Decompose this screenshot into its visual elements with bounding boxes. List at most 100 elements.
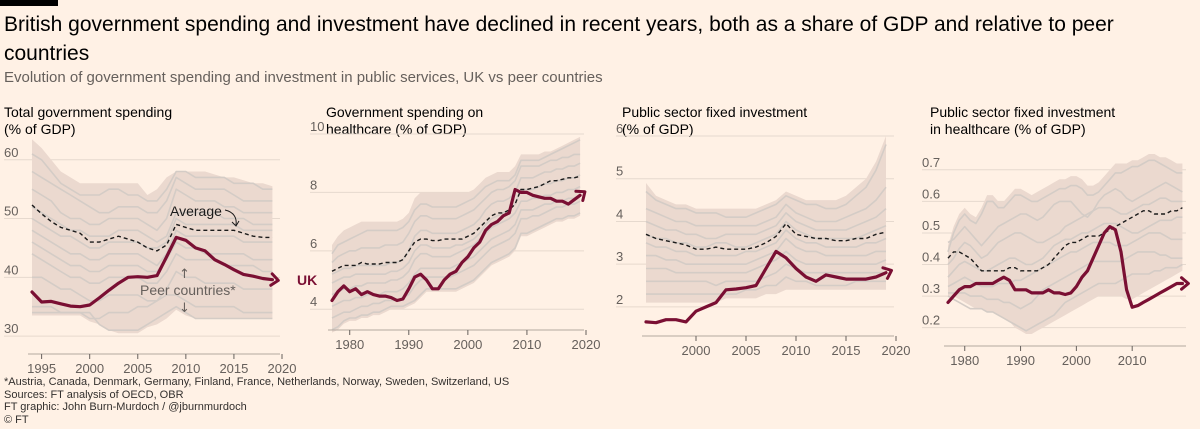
x-tick-label: 2015 xyxy=(219,361,248,376)
ft-brand-bar xyxy=(0,0,58,6)
uk-arrow-head xyxy=(269,272,280,287)
y-tick-label: 6 xyxy=(310,236,317,251)
y-tick-label: 0.2 xyxy=(922,313,940,328)
peer-country-line xyxy=(645,186,887,227)
average-line xyxy=(645,222,887,250)
x-tick-label: 1980 xyxy=(335,337,364,352)
panel-title: Government spending on healthcare (% of … xyxy=(326,104,484,137)
peer-range-band xyxy=(332,136,581,333)
x-tick-label: 2015 xyxy=(832,343,861,358)
peers-down-arrow: ↓ xyxy=(179,301,190,316)
y-tick-label: 0.5 xyxy=(922,218,940,233)
peer-country-line xyxy=(645,144,887,218)
peer-country-line xyxy=(646,237,886,265)
peer-country-line xyxy=(947,263,1183,332)
x-tick-label: 2000 xyxy=(75,361,104,376)
peer-country-line xyxy=(331,174,581,284)
y-tick-label: 6 xyxy=(616,121,623,136)
average-line xyxy=(31,204,273,252)
peer-country-line xyxy=(948,251,1183,310)
peer-country-line xyxy=(947,197,1183,266)
peer-country-line xyxy=(31,206,273,243)
footnote: *Austria, Canada, Denmark, Germany, Finl… xyxy=(4,376,510,388)
x-tick-label: 2000 xyxy=(1062,353,1091,368)
peer-country-line xyxy=(331,162,581,275)
x-tick-label: 2020 xyxy=(882,343,911,358)
panel-title: Total government spending (% of GDP) xyxy=(4,104,173,137)
peer-country-line xyxy=(646,276,886,295)
average-line xyxy=(331,175,581,272)
chart-svg: 0.2 0.3 0.4 0.5 0.6 0.7 1980 1990 2000 2010 xyxy=(922,154,1190,368)
x-tick-label: 2005 xyxy=(732,343,761,358)
x-tick-label: 1990 xyxy=(1006,353,1035,368)
chart-svg: 4 6 8 10 1980 1990 2000 2010 2020 xyxy=(310,119,601,352)
x-tick-label: 1990 xyxy=(394,337,423,352)
peer-country-line xyxy=(947,181,1183,247)
peer-country-line xyxy=(31,253,273,284)
uk-arrow-head xyxy=(881,266,893,280)
panel-fixed-investment: Public sector fixed investment (% of GDP… xyxy=(616,104,911,369)
peer-country-line xyxy=(331,200,581,319)
peer-country-line xyxy=(31,170,273,214)
y-tick-label: 3 xyxy=(616,249,623,264)
y-tick-label: 5 xyxy=(616,164,623,179)
chart-svg: 2 3 4 5 6 2000 2005 2010 2015 2020 xyxy=(616,121,911,358)
x-tick-label: 2005 xyxy=(123,361,152,376)
peer-range-band xyxy=(948,154,1183,334)
peer-country-line xyxy=(947,232,1183,288)
x-tick-label: 1980 xyxy=(950,353,979,368)
x-tick-label: 2010 xyxy=(171,361,200,376)
y-tick-label: 60 xyxy=(4,145,18,160)
sources: Sources: FT analysis of OECD, OBR xyxy=(4,388,184,401)
panel-total-spending: Total government spending (% of GDP) 30 4… xyxy=(4,104,317,376)
peer-country-line xyxy=(331,139,581,255)
peer-country-line xyxy=(947,159,1183,253)
y-tick-label: 4 xyxy=(310,294,317,309)
uk-arrow-head xyxy=(574,189,587,202)
uk-line xyxy=(30,235,274,309)
x-tick-label: 2020 xyxy=(572,337,601,352)
chart-svg: 30 40 50 60 1995 2000 2005 2010 2015 2020 Average U… xyxy=(4,139,317,376)
peer-country-line xyxy=(646,250,887,274)
peer-country-line xyxy=(31,153,273,202)
x-tick-label: 2010 xyxy=(782,343,811,358)
peer-country-line xyxy=(31,229,273,267)
y-tick-label: 4 xyxy=(616,206,623,221)
panel-health-investment: Public sector fixed investment in health… xyxy=(922,104,1192,369)
uk-line xyxy=(946,224,1184,309)
y-tick-label: 40 xyxy=(4,262,18,277)
y-tick-label: 30 xyxy=(4,321,18,336)
footer: *Austria, Canada, Denmark, Germany, Finl… xyxy=(4,376,509,426)
peer-country-line xyxy=(32,305,273,331)
peer-countries-label: Peer countries* xyxy=(140,282,236,298)
y-tick-label: 0.3 xyxy=(922,281,940,296)
x-tick-label: 2020 xyxy=(268,361,297,376)
uk-line xyxy=(644,249,888,325)
y-tick-label: 0.4 xyxy=(922,250,940,265)
panel-title: Public sector fixed investment (% of GDP… xyxy=(622,104,808,137)
peer-country-line xyxy=(645,207,887,240)
uk-line xyxy=(330,187,582,303)
peer-country-line xyxy=(32,270,273,302)
peer-country-line xyxy=(331,212,581,331)
average-label-arrow xyxy=(231,220,240,227)
copyright: © FT xyxy=(4,413,29,426)
peer-country-line xyxy=(646,263,886,287)
y-tick-label: 10 xyxy=(310,119,324,134)
peer-country-line xyxy=(31,217,273,249)
chart-subtitle: Evolution of government spending and inv… xyxy=(4,69,603,86)
panel-health-spending: Government spending on healthcare (% of … xyxy=(310,104,602,369)
x-tick-label: 2010 xyxy=(1118,353,1147,368)
peer-country-line xyxy=(331,153,581,264)
panel-title: Public sector fixed investment in health… xyxy=(930,104,1116,137)
peer-range-band xyxy=(32,139,273,334)
average-label: Average xyxy=(170,203,222,219)
y-tick-label: 50 xyxy=(4,204,18,219)
x-tick-label: 2010 xyxy=(512,337,541,352)
peer-country-line xyxy=(645,220,887,248)
chart-title: British government spending and investme… xyxy=(4,13,1114,65)
peer-range-band xyxy=(646,136,886,303)
x-tick-label: 2000 xyxy=(453,337,482,352)
y-tick-label: 2 xyxy=(616,292,623,307)
peer-country-line xyxy=(645,229,887,257)
